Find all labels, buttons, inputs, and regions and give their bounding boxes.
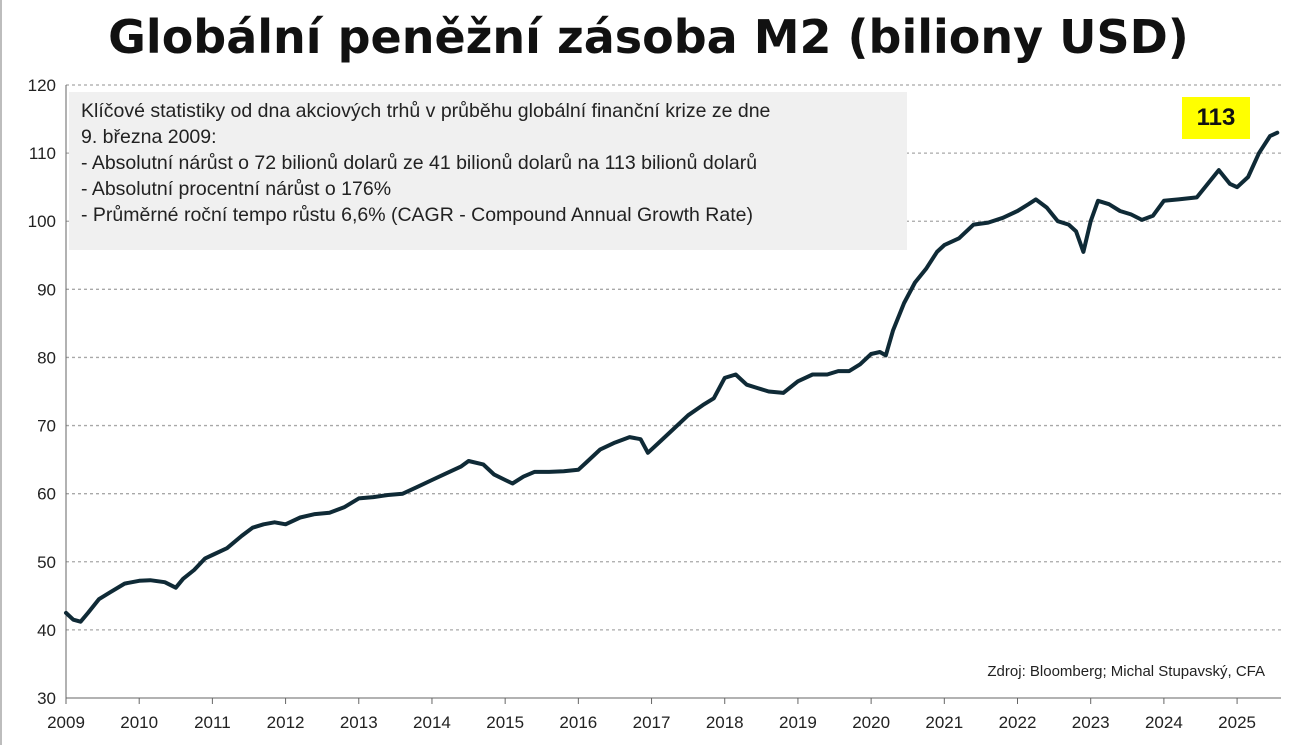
y-tick-110: 110 [29,144,56,163]
x-tick-2023: 2023 [1072,713,1110,732]
x-tick-2009: 2009 [47,713,85,732]
x-tick-2017: 2017 [633,713,671,732]
stats-line-5: - Průměrné roční tempo růstu 6,6% (CAGR … [81,204,753,226]
y-tick-60: 60 [37,485,56,504]
x-tick-2014: 2014 [413,713,451,732]
y-tick-80: 80 [37,348,56,367]
x-tick-2011: 2011 [194,713,231,732]
x-tick-labels: 2009 2010 2011 2012 2013 2014 2015 2016 2017 2018… [47,713,1256,732]
series-line-1 [64,130,1280,624]
x-tick-2012: 2012 [267,713,305,732]
end-value-badge: 113 [1182,97,1250,139]
y-tick-50: 50 [37,553,56,572]
x-tick-2020: 2020 [852,713,890,732]
x-tick-2021: 2021 [925,713,963,732]
x-tick-2022: 2022 [999,713,1037,732]
stats-line-4: - Absolutní procentní nárůst o 176% [81,178,392,200]
statistics-box: Klíčové statistiky od dna akciových trhů… [69,92,907,250]
stats-line-1: Klíčové statistiky od dna akciových trhů… [81,100,771,122]
y-tick-100: 100 [28,212,56,231]
y-tick-labels: 30 40 50 60 70 80 90 100 110 120 [28,76,56,708]
y-tick-70: 70 [37,417,56,436]
y-tick-30: 30 [37,689,56,708]
stats-line-2: 9. března 2009: [81,126,217,148]
source-note: Zdroj: Bloomberg; Michal Stupavský, CFA [987,663,1265,680]
x-tick-2013: 2013 [340,713,378,732]
stats-line-3: - Absolutní nárůst o 72 bilionů dolarů z… [81,152,758,174]
y-tick-40: 40 [37,621,56,640]
y-tick-120: 120 [28,76,56,95]
chart-title: Globální peněžní zásoba M2 (biliony USD) [108,10,1189,64]
x-tick-2010: 2010 [120,713,158,732]
axes [65,85,1281,704]
y-tick-90: 90 [37,280,56,299]
series-layer [64,130,1280,624]
x-tick-2018: 2018 [706,713,744,732]
x-tick-2024: 2024 [1145,713,1183,732]
x-tick-2015: 2015 [486,713,524,732]
x-tick-2025: 2025 [1218,713,1256,732]
x-tick-2019: 2019 [779,713,817,732]
x-tick-2016: 2016 [559,713,597,732]
